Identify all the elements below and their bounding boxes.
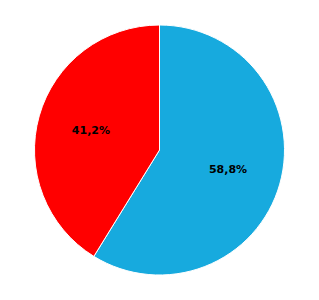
svg-text:58,8%: 58,8% [209, 163, 247, 176]
svg-text:41,2%: 41,2% [72, 124, 110, 137]
